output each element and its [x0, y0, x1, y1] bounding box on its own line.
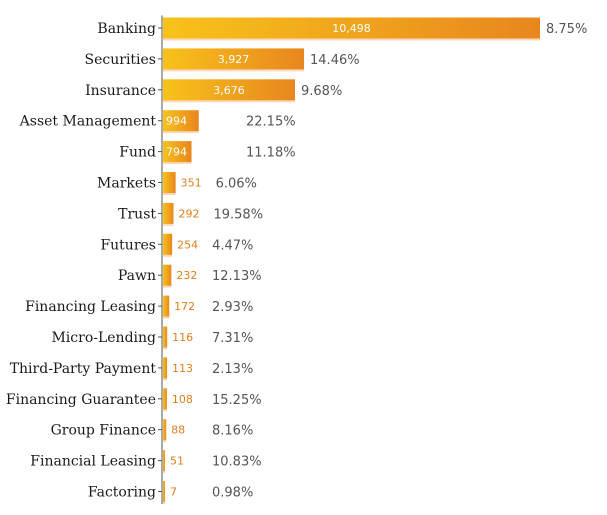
percent-label-fund: 11.18%	[246, 146, 296, 161]
bar-micro-lending	[163, 326, 168, 348]
category-label-markets: Markets	[97, 176, 156, 192]
value-label-banking: 10,498	[332, 22, 371, 35]
value-label-trust: 292	[178, 207, 199, 220]
labels-layer: Banking 10,498 8.75% Securities 3,927 14.46% I…	[6, 21, 587, 501]
category-label-pawn: Pawn	[118, 268, 156, 284]
bar-financing-guarantee	[163, 388, 167, 410]
category-label-futures: Futures	[100, 237, 156, 253]
percent-label-markets: 6.06%	[216, 177, 257, 192]
category-label-fund: Fund	[119, 145, 156, 161]
bar-asset-management	[163, 110, 199, 132]
percent-label-third-party-payment: 2.13%	[212, 362, 253, 377]
bar-financing-leasing	[163, 295, 170, 317]
category-label-financing-leasing: Financing Leasing	[25, 299, 156, 315]
percent-label-trust: 19.58%	[213, 207, 263, 222]
value-label-financial-leasing: 51	[170, 455, 184, 468]
category-label-financing-guarantee: Financing Guarantee	[6, 392, 156, 408]
bar-group-finance	[163, 419, 167, 441]
category-label-group-finance: Group Finance	[51, 423, 156, 439]
category-label-financial-leasing: Financial Leasing	[30, 454, 156, 470]
percent-label-financing-leasing: 2.93%	[212, 300, 253, 315]
percent-label-insurance: 9.68%	[301, 84, 342, 99]
value-label-futures: 254	[177, 238, 198, 251]
category-label-third-party-payment: Third-Party Payment	[10, 361, 157, 377]
value-label-financing-guarantee: 108	[172, 393, 193, 406]
bars-layer	[163, 17, 540, 504]
bar-futures	[163, 233, 173, 255]
bar-insurance	[163, 79, 296, 101]
category-label-factoring: Factoring	[88, 485, 156, 501]
bar-third-party-payment	[163, 357, 168, 379]
bar-factoring	[163, 481, 165, 502]
percent-label-financing-guarantee: 15.25%	[212, 393, 262, 408]
percent-label-banking: 8.75%	[546, 22, 587, 37]
percent-label-micro-lending: 7.31%	[212, 331, 253, 346]
percent-label-asset-management: 22.15%	[246, 115, 296, 130]
bar-financial-leasing	[163, 450, 165, 472]
value-label-third-party-payment: 113	[172, 362, 193, 375]
y-axis	[158, 15, 163, 504]
percent-label-futures: 4.47%	[212, 238, 253, 253]
value-label-group-finance: 88	[171, 424, 185, 437]
value-label-securities: 3,927	[218, 53, 250, 66]
value-label-financing-leasing: 172	[174, 300, 195, 313]
value-label-insurance: 3,676	[213, 84, 245, 97]
category-label-trust: Trust	[118, 206, 156, 222]
percent-label-securities: 14.46%	[310, 53, 360, 68]
category-label-asset-management: Asset Management	[19, 114, 157, 130]
bar-pawn	[163, 264, 172, 286]
percent-label-pawn: 12.13%	[212, 269, 262, 284]
value-label-micro-lending: 116	[172, 331, 193, 344]
value-label-pawn: 232	[176, 269, 197, 282]
value-label-fund: 794	[166, 146, 187, 159]
value-label-asset-management: 994	[166, 115, 187, 128]
value-label-markets: 351	[181, 177, 202, 190]
category-label-securities: Securities	[85, 52, 156, 68]
bar-securities	[163, 48, 305, 70]
bar-banking	[163, 17, 540, 39]
category-label-micro-lending: Micro-Lending	[51, 330, 156, 346]
value-label-factoring: 7	[170, 486, 177, 499]
percent-label-factoring: 0.98%	[212, 486, 253, 501]
category-label-banking: Banking	[97, 21, 156, 37]
category-label-insurance: Insurance	[85, 83, 156, 99]
bar-markets	[163, 172, 176, 193]
percent-label-financial-leasing: 10.83%	[212, 455, 262, 470]
bar-fund	[163, 141, 192, 163]
bar-trust	[163, 202, 174, 224]
percent-label-group-finance: 8.16%	[212, 424, 253, 439]
